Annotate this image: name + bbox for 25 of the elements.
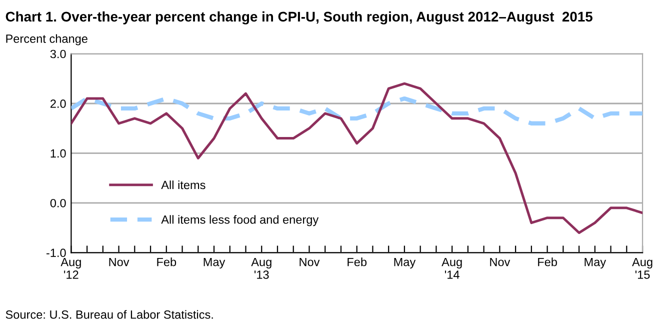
x-tick-label: Nov bbox=[490, 258, 510, 266]
legend-label: All items less food and energy bbox=[161, 215, 319, 226]
y-tick-label: 0.0 bbox=[50, 198, 66, 208]
x-tick-label: Feb bbox=[348, 258, 367, 266]
x-tick-label: Aug '15 bbox=[632, 258, 652, 279]
y-axis-title: Percent change bbox=[6, 34, 88, 46]
y-tick-label: 1.0 bbox=[50, 149, 66, 158]
y-tick-label: -1.0 bbox=[46, 248, 66, 258]
x-tick-label: Aug '12 bbox=[60, 258, 81, 279]
x-tick-label: Aug '14 bbox=[442, 258, 462, 279]
x-tick-label: May bbox=[394, 258, 416, 269]
legend-label: All items bbox=[161, 180, 206, 190]
source-note: Source: U.S. Bureau of Labor Statistics. bbox=[6, 310, 213, 319]
y-tick-label: 3.0 bbox=[50, 50, 66, 58]
y-tick-label: 2.0 bbox=[50, 100, 66, 108]
x-tick-label: Nov bbox=[300, 258, 320, 266]
x-tick-label: Feb bbox=[538, 258, 557, 266]
x-tick-label: Feb bbox=[157, 258, 176, 266]
x-tick-label: Nov bbox=[109, 258, 130, 266]
x-tick-label: May bbox=[584, 258, 606, 269]
x-tick-label: May bbox=[204, 258, 226, 269]
line-series bbox=[71, 82, 643, 234]
x-tick-label: Aug '13 bbox=[251, 258, 272, 279]
chart-title: Chart 1. Over-the-year percent change in CPI-U, South region, August 2012–August 2015 bbox=[6, 11, 592, 24]
line-series bbox=[71, 96, 643, 126]
